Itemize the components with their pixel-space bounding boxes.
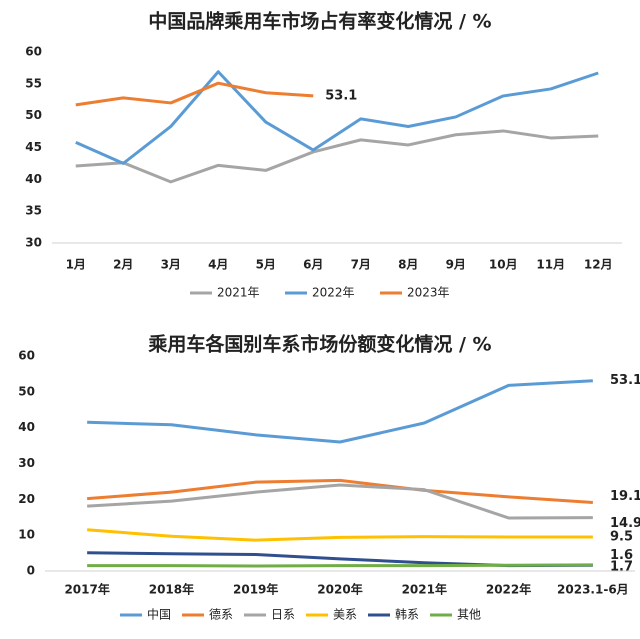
x-tick-label: 2021年	[402, 582, 447, 597]
x-tick-label: 6月	[303, 258, 323, 272]
x-tick-label: 9月	[446, 258, 466, 272]
data-label: 19.1	[610, 489, 640, 504]
x-tick-label: 2020年	[317, 582, 362, 597]
legend-label: 2023年	[407, 286, 450, 300]
x-tick-label: 2019年	[233, 582, 278, 597]
legend-label: 韩系	[395, 607, 419, 622]
x-tick-label: 12月	[584, 258, 613, 272]
y-tick-label: 60	[18, 349, 35, 363]
y-tick-label: 50	[18, 384, 35, 398]
legend-label: 日系	[271, 608, 295, 622]
series-line	[75, 70, 599, 165]
x-tick-label: 4月	[208, 258, 228, 272]
y-tick-label: 60	[25, 45, 42, 59]
series-line	[87, 379, 593, 444]
data-label: 1.7	[610, 559, 633, 574]
x-tick-label: 2023.1-6月	[557, 583, 629, 597]
y-tick-label: 30	[25, 236, 42, 250]
legend-label: 2021年	[217, 286, 260, 300]
y-tick-label: 55	[25, 76, 42, 90]
y-tick-label: 30	[18, 456, 35, 470]
series-line	[87, 551, 593, 568]
chart-title: 乘用车各国别车系市场份额变化情况 / %	[147, 333, 491, 356]
legend-label: 中国	[147, 607, 171, 622]
data-label: 14.9	[610, 516, 640, 531]
legend-label: 美系	[333, 608, 357, 622]
y-tick-label: 10	[18, 528, 35, 542]
x-tick-label: 8月	[398, 258, 418, 272]
x-tick-label: 7月	[351, 258, 371, 272]
y-tick-label: 40	[25, 172, 42, 186]
data-label: 53.1	[325, 88, 357, 103]
y-tick-label: 35	[25, 204, 42, 218]
y-tick-label: 20	[18, 492, 35, 506]
legend-label: 2022年	[312, 286, 355, 300]
data-label: 53.1	[610, 373, 640, 388]
y-tick-label: 0	[27, 564, 35, 578]
x-tick-label: 2月	[113, 258, 133, 272]
series-line	[87, 478, 593, 505]
series-line	[75, 81, 314, 107]
y-tick-label: 40	[18, 420, 35, 434]
series-line	[87, 483, 593, 520]
series-line	[87, 563, 593, 568]
x-tick-label: 2017年	[64, 582, 109, 597]
x-tick-label: 2022年	[486, 582, 531, 597]
x-tick-label: 3月	[161, 258, 181, 272]
chart-title: 中国品牌乘用车市场占有率变化情况 / %	[148, 10, 491, 33]
data-label: 1.6	[610, 548, 633, 563]
series-line	[75, 129, 599, 184]
x-tick-label: 1月	[66, 258, 86, 272]
legend-label: 德系	[209, 607, 233, 622]
x-tick-label: 5月	[256, 258, 276, 272]
y-tick-label: 50	[25, 108, 42, 122]
legend-label: 其他	[457, 608, 481, 622]
x-tick-label: 2018年	[149, 582, 194, 597]
x-tick-label: 10月	[489, 258, 518, 272]
series-line	[87, 528, 593, 542]
y-tick-label: 45	[25, 140, 42, 154]
x-tick-label: 11月	[536, 258, 565, 272]
data-label: 9.5	[610, 529, 633, 544]
